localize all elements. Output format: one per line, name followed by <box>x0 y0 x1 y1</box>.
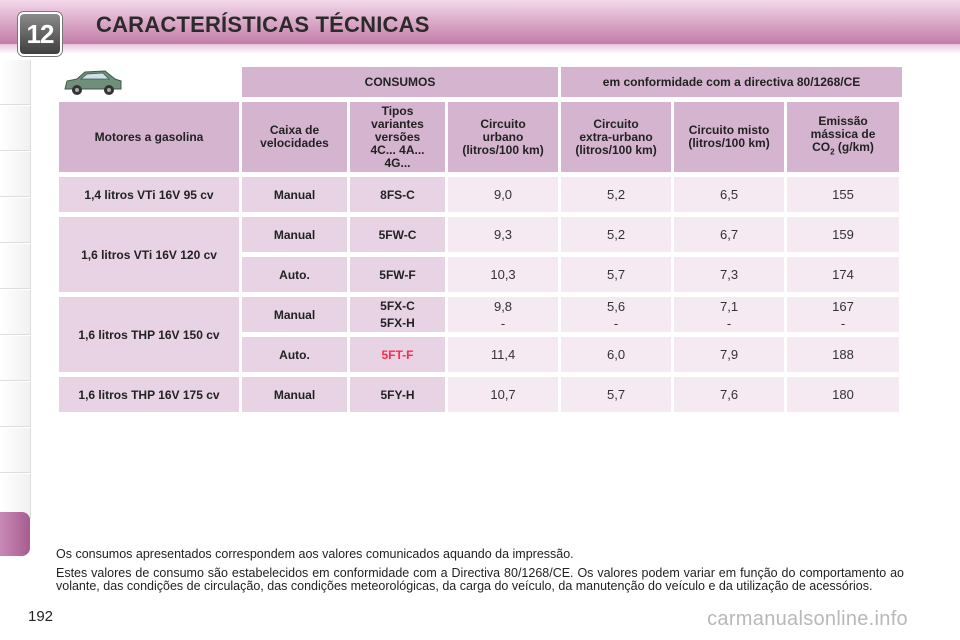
type-cell: 5FY-H <box>350 377 445 412</box>
side-tab[interactable] <box>0 198 31 243</box>
engine-cell: 1,4 litros VTi 16V 95 cv <box>59 177 239 212</box>
co2-cell: 167- <box>787 297 900 332</box>
col-misto: Circuito misto (litros/100 km) <box>674 102 785 172</box>
extra-urban-cell: 5,2 <box>561 177 672 212</box>
car-icon <box>64 70 122 95</box>
urban-cell: 9,3 <box>448 217 559 252</box>
table-row: Auto. 5FW-F 10,3 5,7 7,3 174 <box>59 257 902 292</box>
table-row: 1,6 litros VTi 16V 120 cv Manual 5FW-C 9… <box>59 217 902 292</box>
gearbox-cell: Manual <box>242 297 347 332</box>
car-cell <box>59 67 239 97</box>
page-title: CARACTERÍSTICAS TÉCNICAS <box>96 12 430 37</box>
side-tab[interactable] <box>0 428 31 473</box>
co2-cell: 188 <box>787 337 900 372</box>
header-fade <box>0 44 960 54</box>
mixed-cell: 6,5 <box>674 177 785 212</box>
co2-cell: 180 <box>787 377 900 412</box>
note-paragraph: Os consumos apresentados correspondem ao… <box>56 547 574 561</box>
table-row: Auto. 5FT-F 11,4 6,0 7,9 188 <box>59 337 902 372</box>
consumption-table: CONSUMOS em conformidade com a directiva… <box>56 62 905 417</box>
co2-cell: 155 <box>787 177 900 212</box>
type-cell-highlight: 5FT-F <box>350 337 445 372</box>
mixed-cell: 7,6 <box>674 377 785 412</box>
table-top-row: CONSUMOS em conformidade com a directiva… <box>59 67 903 97</box>
extra-urban-cell: 5,2 <box>561 217 672 252</box>
extra-urban-cell: 6,0 <box>561 337 672 372</box>
engine-cell: 1,6 litros VTi 16V 120 cv <box>59 217 239 292</box>
side-tab[interactable] <box>0 106 31 151</box>
side-tab[interactable] <box>0 60 31 105</box>
extra-urban-cell: 5,7 <box>561 257 672 292</box>
gearbox-cell: Manual <box>242 217 347 252</box>
consumos-heading: CONSUMOS <box>242 67 559 97</box>
extra-urban-cell: 5,7 <box>561 377 672 412</box>
side-tab[interactable] <box>0 382 31 427</box>
col-extra: Circuito extra-urbano (litros/100 km) <box>561 102 672 172</box>
side-tab[interactable] <box>0 336 31 381</box>
notes: Os consumos apresentados correspondem ao… <box>56 547 904 599</box>
gearbox-cell: Manual <box>242 177 347 212</box>
chapter-badge: 12 <box>18 12 62 56</box>
side-tab-active[interactable] <box>0 512 30 556</box>
engine-cell: 1,6 litros THP 16V 150 cv <box>59 297 239 372</box>
col-emissao: Emissão mássica de CO2 (g/km) <box>787 102 900 172</box>
urban-cell: 9,0 <box>448 177 559 212</box>
col-urbano: Circuito urbano (litros/100 km) <box>448 102 559 172</box>
table-row: 1,6 litros THP 16V 150 cv Manual 5FX-C 5F… <box>59 297 902 372</box>
watermark: carmanualsonline.info <box>707 608 908 630</box>
mixed-cell: 7,9 <box>674 337 785 372</box>
page-number: 192 <box>28 608 54 625</box>
table-row: 1,4 litros VTi 16V 95 cv Manual 8FS-C 9,… <box>59 177 902 212</box>
co2-cell: 174 <box>787 257 900 292</box>
type-cell: 8FS-C <box>350 177 445 212</box>
side-tabs <box>0 60 32 580</box>
side-tab[interactable] <box>0 474 31 519</box>
side-tab[interactable] <box>0 244 31 289</box>
col-tipos: Tipos variantes versões 4C... 4A... 4G... <box>350 102 445 172</box>
column-header-row: Motores a gasolina Caixa de velocidades … <box>59 102 902 172</box>
gearbox-cell: Auto. <box>242 337 347 372</box>
mixed-cell: 6,7 <box>674 217 785 252</box>
gearbox-cell: Manual <box>242 377 347 412</box>
co2-cell: 159 <box>787 217 900 252</box>
side-tab[interactable] <box>0 290 31 335</box>
type-cell: 5FW-F <box>350 257 445 292</box>
table-row: 1,6 litros THP 16V 175 cv Manual 5FY-H 1… <box>59 377 902 412</box>
type-cell: 5FX-C 5FX-H <box>350 297 445 332</box>
extra-urban-cell: 5,6- <box>561 297 672 332</box>
urban-cell: 11,4 <box>448 337 559 372</box>
note-paragraph: Estes valores de consumo são estabelecid… <box>56 565 904 593</box>
gearbox-cell: Auto. <box>242 257 347 292</box>
urban-cell: 9,8- <box>448 297 559 332</box>
type-cell: 5FW-C <box>350 217 445 252</box>
urban-cell: 10,7 <box>448 377 559 412</box>
col-motor: Motores a gasolina <box>59 102 239 172</box>
side-tab[interactable] <box>0 152 31 197</box>
mixed-cell: 7,3 <box>674 257 785 292</box>
col-caixa: Caixa de velocidades <box>242 102 347 172</box>
directive-heading: em conformidade com a directiva 80/1268/… <box>561 67 903 97</box>
mixed-cell: 7,1- <box>674 297 785 332</box>
engine-cell: 1,6 litros THP 16V 175 cv <box>59 377 239 412</box>
urban-cell: 10,3 <box>448 257 559 292</box>
